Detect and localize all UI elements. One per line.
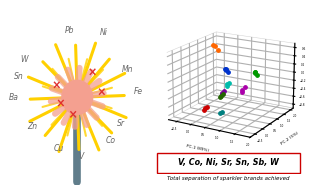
Text: Total separation of sparkler brands achieved: Total separation of sparkler brands achi… <box>167 176 290 181</box>
Text: Ni: Ni <box>100 28 108 37</box>
Text: Zn: Zn <box>27 122 37 131</box>
Circle shape <box>62 80 93 114</box>
Text: Sr: Sr <box>116 119 125 128</box>
FancyBboxPatch shape <box>158 153 300 173</box>
Text: V, Co, Ni, Sr, Sn, Sb, W: V, Co, Ni, Sr, Sn, Sb, W <box>178 158 279 167</box>
Text: V: V <box>78 152 84 161</box>
Text: Ba: Ba <box>9 93 19 102</box>
Text: Fe: Fe <box>134 87 143 96</box>
Text: Mn: Mn <box>121 65 133 74</box>
Text: W: W <box>20 54 28 64</box>
Text: Co: Co <box>105 136 116 145</box>
Text: Sn: Sn <box>14 72 23 81</box>
Y-axis label: PC-2 (5%): PC-2 (5%) <box>280 132 299 146</box>
Text: Pb: Pb <box>65 26 74 36</box>
Text: Cu: Cu <box>53 144 64 153</box>
X-axis label: PC-1 (89%): PC-1 (89%) <box>186 144 210 153</box>
